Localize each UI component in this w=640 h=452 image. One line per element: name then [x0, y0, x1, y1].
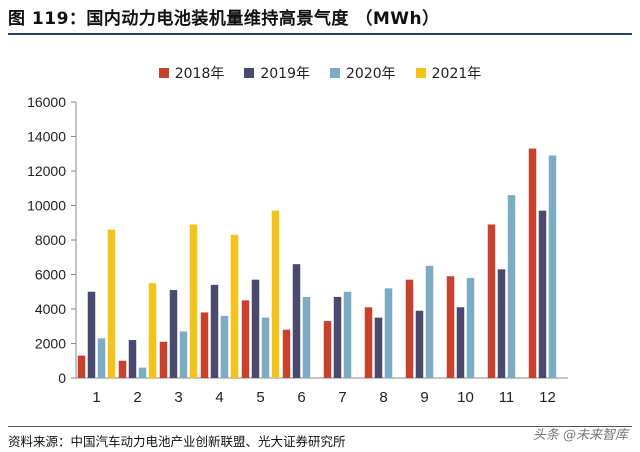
bar [179, 331, 188, 378]
bar [77, 355, 86, 378]
x-tick-label: 10 [457, 389, 474, 406]
x-tick-label: 9 [420, 389, 428, 406]
bar [466, 277, 475, 378]
source-note: 资料来源：中国汽车动力电池产业创新联盟、光大证券研究所 [8, 434, 346, 449]
x-tick-label: 1 [92, 389, 100, 406]
bar [230, 234, 239, 378]
legend-item: 2020年 [330, 63, 396, 83]
bar [220, 315, 229, 378]
bar [415, 310, 424, 378]
legend-label: 2018年 [174, 66, 225, 82]
bar [302, 296, 311, 378]
bar [364, 307, 373, 378]
bar [343, 291, 352, 378]
bar [128, 340, 137, 378]
legend-label: 2019年 [260, 66, 310, 82]
bar [87, 291, 96, 378]
bar [148, 283, 157, 378]
legend-swatch [330, 68, 340, 78]
bar [374, 317, 383, 378]
legend-swatch [158, 68, 169, 78]
x-tick-label: 11 [499, 389, 515, 406]
y-tick-label: 10000 [27, 198, 66, 214]
legend-swatch [244, 68, 255, 78]
legend-label: 2021年 [431, 66, 482, 82]
bar [538, 210, 547, 378]
legend-item: 2018年 [158, 63, 225, 83]
bar [241, 300, 250, 378]
y-tick-label: 12000 [27, 163, 66, 179]
y-tick-label: 6000 [35, 267, 66, 283]
bar [497, 269, 506, 378]
bar [271, 210, 280, 378]
watermark: 头条 @未来智库 [532, 428, 628, 443]
x-tick-label: 4 [215, 389, 223, 406]
bar [261, 317, 270, 378]
bar [323, 321, 332, 378]
bar [210, 284, 219, 378]
bar [487, 224, 496, 378]
legend-label: 2020年 [346, 66, 396, 82]
bar [97, 338, 106, 378]
bar [200, 312, 209, 378]
bar [282, 329, 291, 378]
bar [384, 288, 393, 378]
legend-item: 2021年 [415, 63, 482, 83]
legend: 2018年 2019年 2020年 2021年 [0, 63, 640, 83]
title-divider [8, 33, 632, 35]
legend-swatch [415, 68, 426, 78]
x-tick-label: 12 [539, 389, 556, 406]
bar [405, 279, 414, 378]
bar [159, 341, 168, 378]
x-tick-label: 8 [379, 389, 387, 406]
x-tick-label: 5 [256, 389, 264, 406]
bar [169, 290, 178, 378]
x-tick-label: 6 [297, 389, 305, 406]
y-tick-label: 16000 [27, 94, 66, 110]
bar [425, 265, 434, 378]
y-tick-label: 4000 [35, 301, 66, 317]
bar [333, 296, 342, 378]
bar [138, 367, 147, 378]
bar [118, 360, 127, 378]
bar [292, 264, 301, 378]
y-tick-label: 14000 [27, 129, 66, 145]
footer-divider [8, 426, 632, 427]
bar [189, 224, 198, 378]
y-tick-label: 8000 [35, 232, 66, 248]
bar [528, 148, 537, 378]
bar [446, 276, 455, 378]
x-tick-label: 2 [133, 389, 141, 406]
legend-item: 2019年 [244, 63, 310, 83]
y-tick-label: 2000 [35, 336, 66, 352]
chart-title: 图 119：国内动力电池装机量维持高景气度 （MWh） [8, 9, 440, 29]
bar [456, 307, 465, 378]
y-tick-label: 0 [58, 370, 66, 386]
bar [507, 195, 516, 378]
bar [548, 155, 557, 378]
x-tick-label: 7 [338, 389, 346, 406]
x-tick-label: 3 [174, 389, 182, 406]
bar [107, 229, 116, 378]
bar [251, 279, 260, 378]
